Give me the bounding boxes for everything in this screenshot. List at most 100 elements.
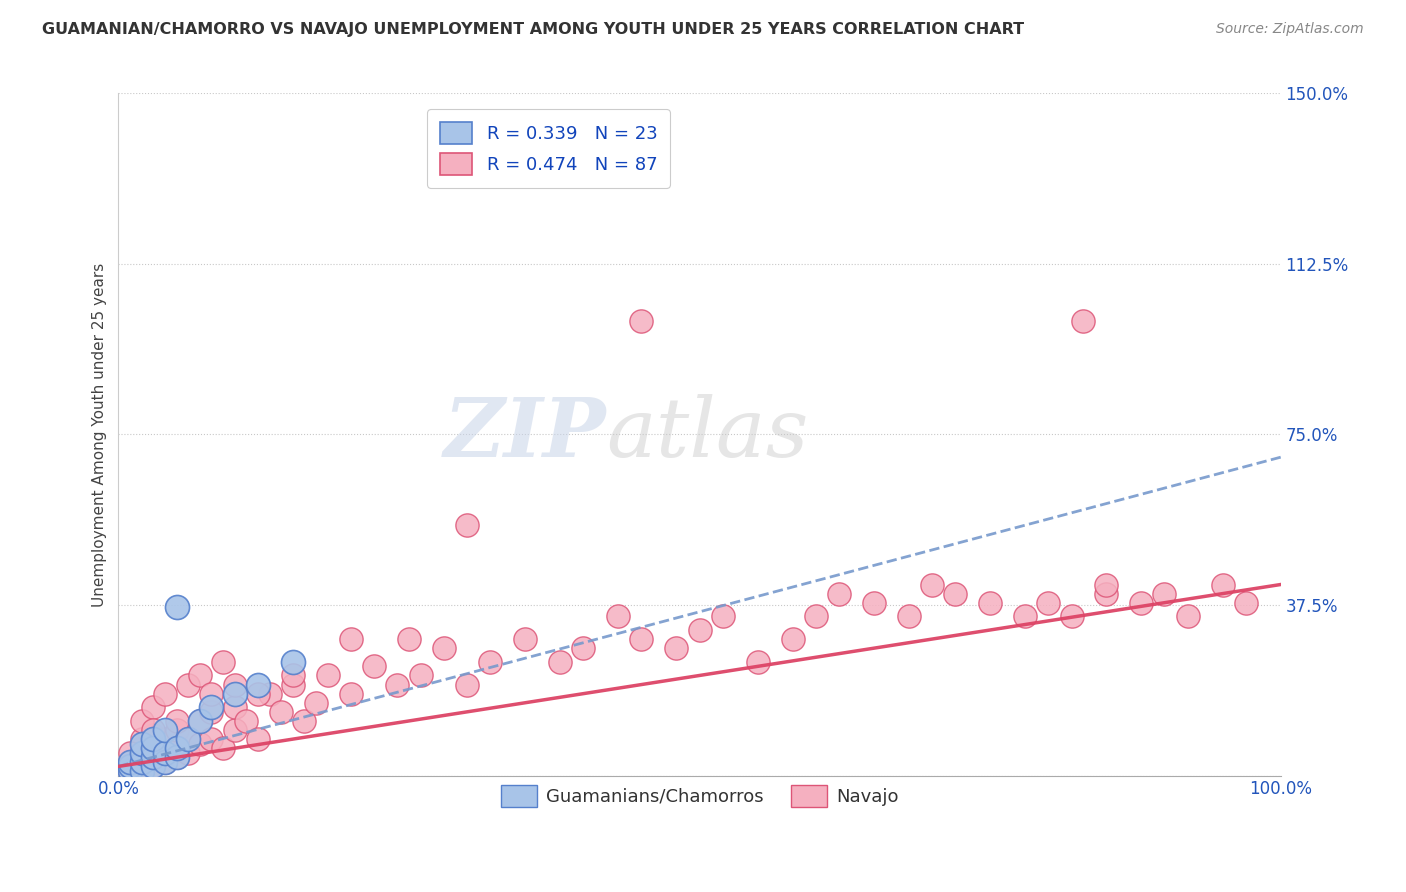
Point <box>224 723 246 737</box>
Point <box>1014 609 1036 624</box>
Point <box>804 609 827 624</box>
Point <box>177 677 200 691</box>
Point <box>120 764 142 778</box>
Point <box>572 641 595 656</box>
Point <box>177 732 200 747</box>
Text: GUAMANIAN/CHAMORRO VS NAVAJO UNEMPLOYMENT AMONG YOUTH UNDER 25 YEARS CORRELATION: GUAMANIAN/CHAMORRO VS NAVAJO UNEMPLOYMEN… <box>42 22 1025 37</box>
Point <box>131 755 153 769</box>
Point <box>131 764 153 778</box>
Point <box>281 655 304 669</box>
Point <box>224 687 246 701</box>
Point <box>979 596 1001 610</box>
Point <box>1071 314 1094 328</box>
Point <box>316 668 339 682</box>
Point <box>142 741 165 756</box>
Point <box>212 655 235 669</box>
Point <box>166 750 188 764</box>
Point <box>177 732 200 747</box>
Point <box>142 741 165 756</box>
Point <box>548 655 571 669</box>
Point <box>153 746 176 760</box>
Point <box>142 700 165 714</box>
Point <box>120 755 142 769</box>
Point <box>131 737 153 751</box>
Point <box>1095 577 1118 591</box>
Point <box>863 596 886 610</box>
Point <box>120 764 142 778</box>
Point <box>630 314 652 328</box>
Point <box>188 737 211 751</box>
Point <box>433 641 456 656</box>
Point <box>131 746 153 760</box>
Point <box>607 609 630 624</box>
Point <box>142 750 165 764</box>
Point <box>340 632 363 646</box>
Point <box>188 668 211 682</box>
Point <box>166 600 188 615</box>
Point <box>235 714 257 728</box>
Point <box>747 655 769 669</box>
Text: ZIP: ZIP <box>444 394 606 475</box>
Point <box>1095 586 1118 600</box>
Legend: Guamanians/Chamorros, Navajo: Guamanians/Chamorros, Navajo <box>494 778 905 814</box>
Point <box>153 723 176 737</box>
Point <box>131 714 153 728</box>
Point <box>142 723 165 737</box>
Point <box>281 668 304 682</box>
Y-axis label: Unemployment Among Youth under 25 years: Unemployment Among Youth under 25 years <box>93 262 107 607</box>
Point <box>153 687 176 701</box>
Point <box>131 732 153 747</box>
Point <box>142 759 165 773</box>
Point <box>120 755 142 769</box>
Point <box>142 732 165 747</box>
Point <box>166 750 188 764</box>
Point <box>120 759 142 773</box>
Point <box>177 746 200 760</box>
Point <box>142 750 165 764</box>
Point <box>142 759 165 773</box>
Point <box>212 741 235 756</box>
Point <box>943 586 966 600</box>
Point <box>188 714 211 728</box>
Point <box>166 714 188 728</box>
Point <box>131 746 153 760</box>
Point <box>153 755 176 769</box>
Point <box>131 764 153 778</box>
Point <box>200 732 222 747</box>
Point <box>479 655 502 669</box>
Point <box>456 677 478 691</box>
Point <box>142 728 165 742</box>
Point <box>398 632 420 646</box>
Point <box>153 732 176 747</box>
Point <box>188 714 211 728</box>
Point <box>665 641 688 656</box>
Point <box>1153 586 1175 600</box>
Point <box>782 632 804 646</box>
Point <box>246 687 269 701</box>
Point <box>1130 596 1153 610</box>
Point <box>1234 596 1257 610</box>
Point <box>224 677 246 691</box>
Text: Source: ZipAtlas.com: Source: ZipAtlas.com <box>1216 22 1364 37</box>
Point <box>921 577 943 591</box>
Point <box>1038 596 1060 610</box>
Point <box>200 705 222 719</box>
Point <box>246 732 269 747</box>
Text: atlas: atlas <box>606 394 808 475</box>
Point <box>224 700 246 714</box>
Point <box>1060 609 1083 624</box>
Point <box>120 759 142 773</box>
Point <box>305 696 328 710</box>
Point <box>456 518 478 533</box>
Point <box>281 677 304 691</box>
Point <box>246 677 269 691</box>
Point <box>120 746 142 760</box>
Point <box>1212 577 1234 591</box>
Point <box>153 746 176 760</box>
Point <box>630 632 652 646</box>
Point <box>828 586 851 600</box>
Point <box>294 714 316 728</box>
Point <box>200 687 222 701</box>
Point <box>166 741 188 756</box>
Point <box>711 609 734 624</box>
